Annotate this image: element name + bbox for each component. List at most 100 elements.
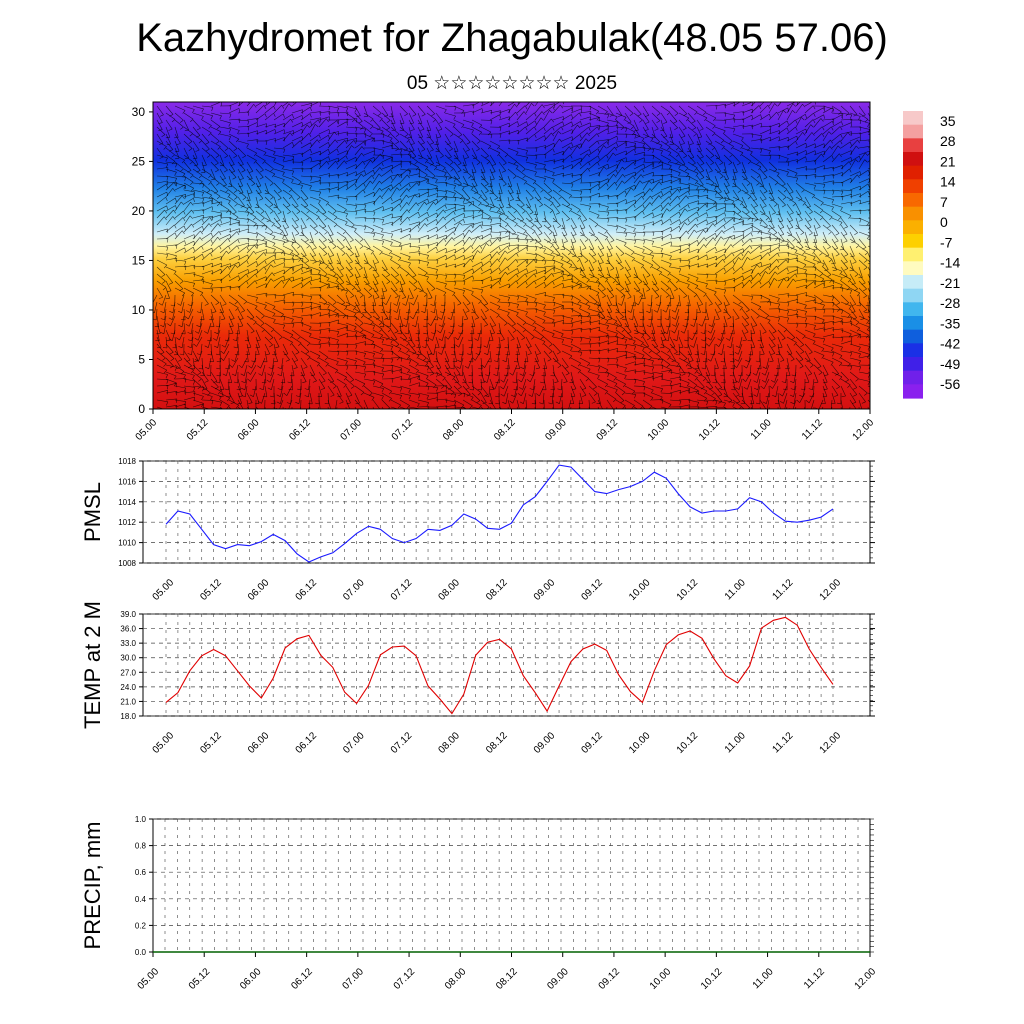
wind-barb <box>264 138 276 142</box>
wind-barb <box>777 107 788 114</box>
wind-barb-flag <box>163 146 167 150</box>
wind-barb-flag <box>694 180 698 185</box>
wind-barb <box>453 182 465 188</box>
wind-barb <box>165 161 177 164</box>
wind-barb <box>246 210 257 218</box>
wind-barb <box>219 140 229 149</box>
wind-barb <box>552 151 564 156</box>
wind-barb-flag <box>694 111 698 116</box>
wind-barb-flag <box>579 134 582 139</box>
wind-barb-flag <box>587 168 591 172</box>
wind-barb-flag <box>424 174 428 178</box>
wind-barb-flag <box>420 142 425 145</box>
wind-barb-flag <box>253 160 257 164</box>
wind-barb-flag <box>541 104 545 108</box>
wind-barb-flag <box>201 108 204 113</box>
wind-barb <box>363 157 375 163</box>
wind-barb-flag <box>346 184 348 189</box>
wind-barb-flag <box>486 161 491 165</box>
wind-barb-flag <box>623 117 627 121</box>
wind-barb <box>723 189 730 200</box>
wind-barb-flag <box>283 149 286 153</box>
wind-barb-flag <box>234 196 238 200</box>
wind-barb-flag <box>489 207 492 211</box>
wind-barb-flag <box>287 211 291 215</box>
wind-barb <box>777 154 789 159</box>
wind-barb <box>237 119 250 122</box>
wind-barb-flag <box>637 113 642 117</box>
wind-barb <box>174 168 186 174</box>
wind-barb <box>354 182 364 191</box>
wind-barb <box>219 154 225 166</box>
wind-barb <box>174 194 186 198</box>
wind-barb <box>300 124 308 135</box>
wind-barb-flag <box>299 140 303 145</box>
wind-barb-flag <box>215 155 220 158</box>
wind-barb-flag <box>502 183 507 187</box>
wind-barb-flag <box>735 198 740 201</box>
wind-barb <box>741 147 753 152</box>
wind-barb <box>444 168 452 178</box>
wind-barb-flag <box>552 179 555 183</box>
wind-barb <box>588 105 599 112</box>
wind-barb-flag <box>875 244 878 247</box>
wind-barb <box>525 210 533 221</box>
wind-barb <box>759 182 768 192</box>
wind-barb-flag <box>363 129 367 134</box>
wind-barb <box>372 119 381 129</box>
wind-barb-flag <box>457 162 462 166</box>
wind-barb <box>723 140 734 147</box>
wind-barb-flag <box>679 178 682 183</box>
wind-barb-flag <box>518 140 520 145</box>
wind-barb-flag <box>478 124 483 129</box>
wind-barb-flag <box>579 112 582 117</box>
wind-barb <box>471 154 481 163</box>
wind-barb <box>768 123 780 128</box>
wind-barb <box>462 154 467 166</box>
wind-barb <box>543 110 550 121</box>
wind-barb-flag <box>663 121 668 124</box>
wind-barb <box>849 199 861 205</box>
wind-barb-flag <box>668 165 672 170</box>
wind-barb <box>246 139 258 142</box>
wind-barb <box>651 178 663 184</box>
wind-barb-flag <box>522 210 526 214</box>
wind-barb <box>372 147 384 151</box>
wind-barb <box>669 161 681 166</box>
wind-barb <box>318 210 328 219</box>
wind-barb <box>696 168 705 178</box>
wind-barb <box>732 102 741 107</box>
wind-barb <box>633 191 644 198</box>
wind-barb-flag <box>661 164 664 169</box>
wind-barb-flag <box>597 148 600 153</box>
wind-barb <box>192 147 198 159</box>
wind-barb-flag <box>407 174 410 179</box>
wind-barb-flag <box>652 162 655 167</box>
wind-barb-flag <box>171 119 176 123</box>
wind-barb-flag <box>585 138 589 142</box>
wind-barb-flag <box>776 111 780 116</box>
wind-barb-flag <box>524 98 526 101</box>
wind-barb-flag <box>806 206 811 208</box>
wind-barb <box>795 182 805 191</box>
wind-barb-flag <box>386 120 391 123</box>
wind-barb <box>201 196 213 200</box>
wind-barb <box>453 105 465 111</box>
wind-barb <box>237 182 244 193</box>
wind-barb <box>633 151 645 156</box>
wind-barb-flag <box>494 197 499 201</box>
wind-barb <box>669 168 681 174</box>
wind-barb-flag <box>180 201 185 206</box>
wind-barb <box>435 105 447 110</box>
wind-barb-flag <box>798 198 803 201</box>
wind-barb-flag <box>175 198 177 202</box>
wind-barb-flag <box>188 148 193 151</box>
wind-barb <box>300 189 309 199</box>
wind-barb-flag <box>783 189 788 193</box>
wind-barb-flag <box>588 206 592 211</box>
wind-barb <box>444 154 454 163</box>
wind-barb-flag <box>831 126 834 131</box>
wind-barb-flag <box>192 109 195 114</box>
wind-barb <box>291 189 301 198</box>
wind-barb <box>624 175 634 184</box>
